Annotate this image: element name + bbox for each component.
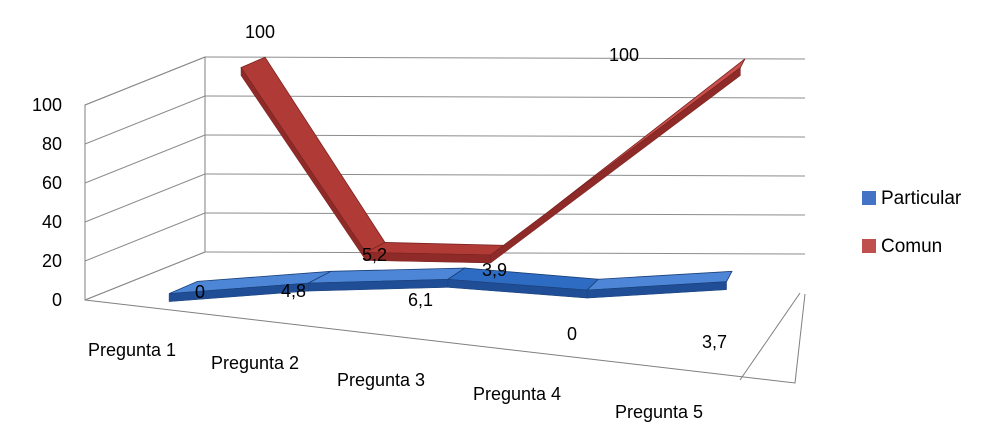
y-tick-label: 100: [32, 95, 62, 115]
series-comun-ribbon: [240, 56, 746, 264]
gridline: [84, 212, 206, 262]
legend-swatch-particular: [862, 191, 876, 205]
legend-label-particular: Particular: [881, 188, 962, 209]
legend-item-particular: Particular: [862, 188, 962, 209]
gridline: [204, 212, 806, 216]
y-tick-label: 60: [42, 173, 62, 193]
gridline: [204, 173, 806, 177]
data-label-comun: 100: [609, 45, 639, 65]
ribbon-segment: [490, 58, 746, 256]
data-label-particular: 4,8: [281, 281, 306, 301]
ribbon-edge: [586, 281, 727, 299]
gridlines: [84, 56, 806, 301]
data-labels: 0 4,8 6,1 0 3,7 100 5,2 3,9 100: [195, 22, 727, 352]
gridline: [84, 173, 206, 223]
gridline: [84, 251, 206, 301]
data-label-comun: 5,2: [362, 245, 387, 265]
y-axis: 0 20 40 60 80 100: [32, 95, 62, 310]
ribbon-segment: [240, 56, 386, 253]
gridline: [84, 56, 206, 106]
legend-item-comun: Comun: [862, 236, 942, 257]
gridline: [84, 95, 206, 145]
data-label-comun: 100: [245, 22, 275, 42]
data-label-particular: 6,1: [408, 290, 433, 310]
ribbon-edge: [490, 67, 741, 264]
data-label-particular: 0: [195, 282, 205, 302]
y-tick-label: 80: [42, 134, 62, 154]
gridline: [204, 56, 806, 60]
y-tick-label: 0: [52, 290, 62, 310]
floor-edge: [739, 292, 801, 381]
data-label-particular: 3,7: [702, 332, 727, 352]
gridline: [84, 134, 206, 184]
series-particular-ribbon: [168, 267, 733, 302]
data-label-comun: 3,9: [482, 260, 507, 280]
legend-label-comun: Comun: [881, 236, 942, 257]
y-tick-label: 40: [42, 212, 62, 232]
side-wall: [84, 56, 206, 301]
data-label-particular: 0: [567, 324, 577, 344]
category-label: Pregunta 3: [337, 370, 425, 390]
legend-swatch-comun: [862, 239, 876, 253]
category-label: Pregunta 1: [88, 340, 176, 360]
gridline: [204, 251, 806, 255]
category-label: Pregunta 4: [473, 384, 561, 404]
y-tick-label: 20: [42, 251, 62, 271]
legend: Particular Comun: [862, 188, 962, 257]
category-label: Pregunta 5: [615, 402, 703, 422]
category-label: Pregunta 2: [211, 353, 299, 373]
floor-edge: [84, 293, 806, 384]
gridline: [204, 95, 806, 99]
x-axis: Pregunta 1 Pregunta 2 Pregunta 3 Pregunt…: [88, 340, 703, 422]
